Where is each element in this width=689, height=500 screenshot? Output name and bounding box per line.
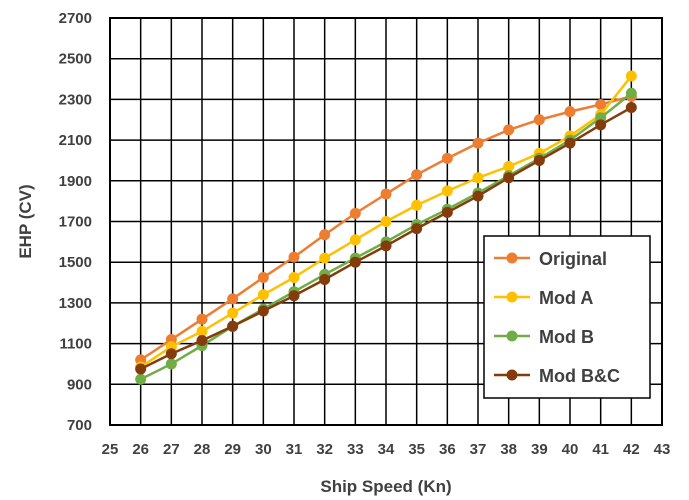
- data-point-original: [257, 271, 269, 283]
- legend-item: Mod B&C: [494, 366, 620, 386]
- data-point-mod-b: [135, 373, 147, 385]
- y-tick-label: 2500: [59, 51, 92, 68]
- data-point-original: [564, 106, 576, 118]
- data-point-original: [319, 229, 331, 241]
- legend-label: Mod B&C: [539, 366, 620, 386]
- data-point-mod-b-c: [349, 256, 361, 268]
- x-tick-label: 29: [224, 441, 241, 458]
- x-tick-label: 35: [408, 441, 425, 458]
- x-tick-label: 40: [562, 441, 579, 458]
- data-point-mod-b-c: [411, 223, 423, 235]
- legend-swatch-marker: [506, 369, 518, 381]
- x-tick-label: 37: [470, 441, 487, 458]
- data-point-mod-b-c: [135, 363, 147, 375]
- data-point-mod-a: [227, 307, 239, 319]
- data-point-mod-b-c: [533, 154, 545, 166]
- data-point-mod-b-c: [625, 102, 637, 114]
- data-point-original: [380, 188, 392, 200]
- x-tick-label: 42: [623, 441, 640, 458]
- legend-label: Mod B: [539, 327, 594, 347]
- data-point-mod-a: [349, 234, 361, 246]
- data-point-mod-b-c: [227, 320, 239, 332]
- y-tick-label: 2700: [59, 10, 92, 27]
- x-tick-label: 27: [163, 441, 180, 458]
- data-point-original: [227, 293, 239, 305]
- x-tick-label: 36: [439, 441, 456, 458]
- data-point-mod-b-c: [564, 137, 576, 149]
- data-point-mod-b-c: [319, 273, 331, 285]
- x-axis-tick-labels: 25 26 27 28 29 30 31 32 33 34 35 36 37 38 39 40 41 42 43: [102, 441, 671, 458]
- data-point-mod-b-c: [380, 240, 392, 252]
- data-point-original: [472, 137, 484, 149]
- x-tick-label: 26: [132, 441, 149, 458]
- x-tick-label: 43: [654, 441, 671, 458]
- y-tick-label: 1700: [59, 214, 92, 231]
- series-original: [135, 90, 637, 366]
- y-tick-label: 1900: [59, 173, 92, 190]
- x-tick-label: 32: [316, 441, 333, 458]
- data-point-original: [349, 207, 361, 219]
- legend-item: Mod B: [494, 327, 594, 347]
- x-tick-label: 33: [347, 441, 364, 458]
- x-tick-label: 28: [194, 441, 211, 458]
- y-tick-label: 1300: [59, 295, 92, 312]
- y-axis-title: EHP (CV): [16, 184, 35, 258]
- data-point-mod-a: [441, 185, 453, 197]
- data-point-mod-a: [288, 271, 300, 283]
- data-point-mod-b-c: [288, 290, 300, 302]
- x-tick-label: 25: [102, 441, 119, 458]
- x-tick-label: 31: [286, 441, 303, 458]
- x-tick-label: 34: [378, 441, 395, 458]
- legend: Original Mod A Mod B Mod B&C: [483, 235, 651, 399]
- data-point-mod-b-c: [595, 119, 607, 131]
- x-tick-label: 38: [500, 441, 517, 458]
- legend-swatch-marker: [506, 252, 518, 264]
- plot-area-frame: [109, 17, 663, 426]
- data-point-original: [441, 152, 453, 164]
- data-point-mod-b-c: [503, 172, 515, 184]
- legend-label: Original: [539, 249, 607, 269]
- legend-swatch-marker: [506, 291, 518, 303]
- data-point-original: [196, 313, 208, 325]
- data-point-mod-a: [257, 289, 269, 301]
- y-axis-tick-labels: 700 900 1100 1300 1500 1700 1900 2100 2300 2500 27…: [59, 10, 92, 434]
- y-tick-label: 2100: [59, 132, 92, 149]
- data-point-mod-b: [625, 87, 637, 99]
- data-point-mod-a: [380, 216, 392, 227]
- data-point-mod-a: [319, 252, 331, 264]
- data-point-mod-a: [625, 70, 637, 82]
- y-tick-label: 1100: [59, 336, 92, 353]
- data-point-mod-a: [472, 172, 484, 184]
- data-point-mod-b-c: [165, 348, 177, 360]
- y-tick-label: 900: [67, 376, 92, 393]
- legend-label: Mod A: [539, 288, 593, 308]
- y-tick-label: 1500: [59, 254, 92, 271]
- data-point-mod-a: [411, 199, 423, 211]
- data-point-original: [411, 169, 423, 181]
- y-tick-label: 700: [67, 417, 92, 434]
- legend-item: Mod A: [494, 288, 593, 308]
- data-point-original: [503, 124, 515, 136]
- series-mod-b-c: [135, 102, 637, 375]
- y-tick-label: 2300: [59, 91, 92, 108]
- x-tick-label: 39: [531, 441, 548, 458]
- data-point-mod-b-c: [196, 335, 208, 347]
- data-point-mod-b: [165, 358, 177, 370]
- data-point-mod-a: [503, 161, 515, 173]
- data-point-mod-b-c: [441, 206, 453, 218]
- data-point-original: [288, 251, 300, 263]
- x-tick-label: 41: [592, 441, 609, 458]
- data-point-original: [533, 114, 545, 126]
- x-tick-label: 30: [255, 441, 272, 458]
- legend-item: Original: [494, 249, 607, 269]
- x-axis-title: Ship Speed (Kn): [320, 477, 451, 496]
- legend-swatch-marker: [506, 330, 518, 342]
- series-layer: [135, 70, 637, 385]
- data-point-mod-b-c: [257, 305, 269, 317]
- data-point-mod-b-c: [472, 190, 484, 202]
- data-point-original: [595, 98, 607, 110]
- data-point-mod-a: [196, 325, 208, 337]
